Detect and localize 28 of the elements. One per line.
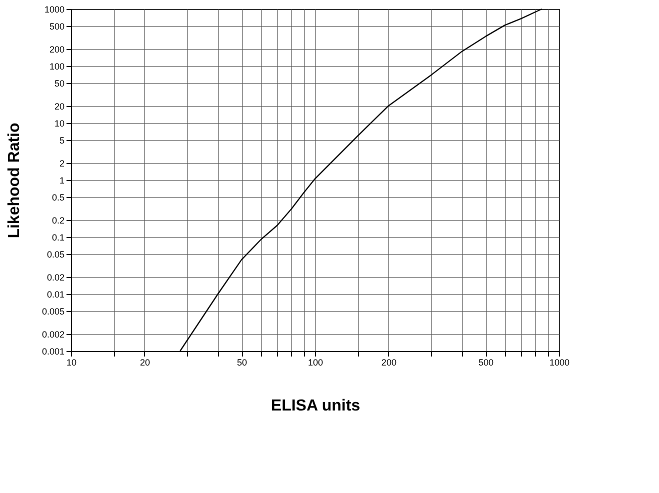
y-tick-label: 100 (49, 62, 64, 72)
x-tick-label: 100 (308, 358, 324, 368)
x-tick-label: 10 (66, 358, 77, 368)
y-tick-label: 500 (49, 22, 64, 32)
y-tick-label: 20 (54, 101, 64, 112)
y-axis-title: Likehood Ratio (6, 122, 23, 238)
y-tick-label: 0.001 (42, 346, 64, 356)
y-tick-label: 10 (54, 118, 64, 128)
y-tick-label: 1000 (44, 4, 64, 14)
x-axis-title: ELISA units (270, 398, 360, 414)
x-tick-label: 500 (478, 358, 494, 368)
y-tick-label: 0.05 (46, 250, 64, 260)
y-tick-label: 1 (59, 176, 64, 186)
y-tick-label: 2 (59, 158, 64, 168)
y-tick-label: 200 (49, 44, 64, 54)
x-tick-label: 1000 (549, 358, 570, 368)
y-tick-label: 50 (54, 78, 64, 89)
x-tick-label: 50 (237, 358, 248, 368)
y-tick-label: 0.005 (42, 306, 64, 317)
y-tick-label: 0.002 (42, 329, 64, 340)
y-tick-label: 0.01 (46, 290, 64, 300)
y-tick-label: 0.1 (52, 232, 64, 242)
x-tick-label: 200 (381, 358, 396, 368)
y-tick-label: 0.02 (46, 272, 64, 282)
x-tick-label: 20 (140, 358, 150, 368)
y-tick-label: 5 (59, 136, 64, 146)
y-tick-label: 0.5 (52, 192, 64, 203)
y-tick-label: 0.2 (52, 215, 64, 226)
